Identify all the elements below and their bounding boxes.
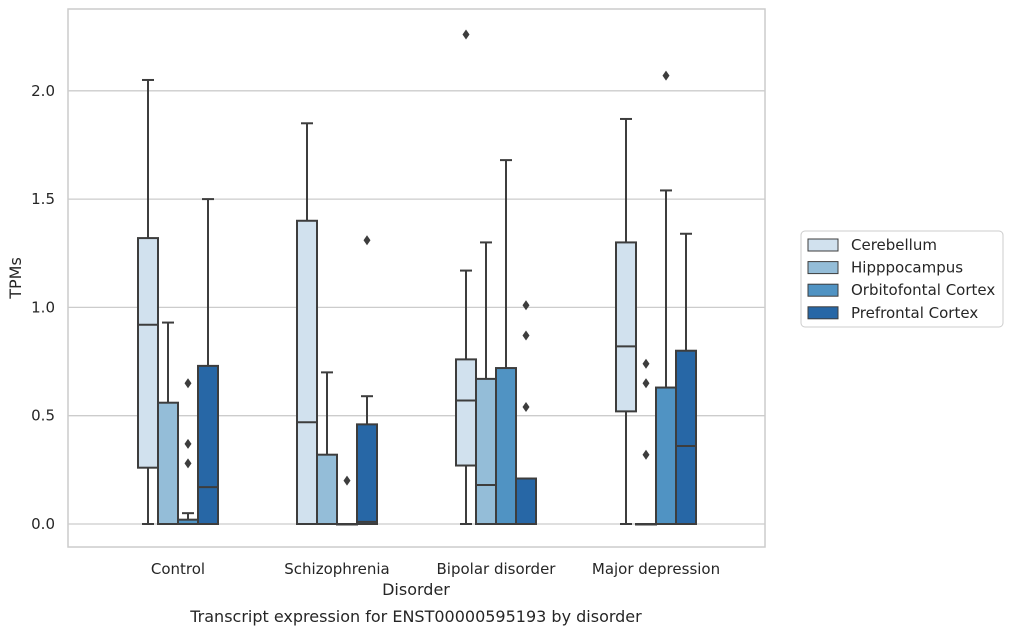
outlier-point xyxy=(662,70,670,81)
outlier-point xyxy=(184,378,192,389)
outlier-point xyxy=(642,358,650,369)
outlier-point xyxy=(642,449,650,460)
legend-frame xyxy=(800,230,1004,328)
box-body xyxy=(197,364,219,525)
legend-label: Prefrontal Cortex xyxy=(851,304,978,322)
legend-label: Hipppocampus xyxy=(851,259,963,277)
legend-swatch xyxy=(807,261,839,275)
plot-area-frame xyxy=(67,8,766,548)
box-body xyxy=(316,453,338,525)
box-1-1 xyxy=(316,371,338,525)
box-body xyxy=(615,241,637,413)
x-tick-label: Control xyxy=(151,560,205,578)
legend-label: Cerebellum xyxy=(851,236,937,254)
legend-label: Orbitofontal Cortex xyxy=(851,281,995,299)
box-body xyxy=(455,358,477,467)
legend-swatch xyxy=(807,238,839,252)
series-hipppocampus xyxy=(157,241,657,526)
outlier-point xyxy=(363,235,371,246)
box-body xyxy=(137,237,159,469)
box-2-3 xyxy=(655,70,677,525)
series-cerebellum xyxy=(137,29,637,525)
legend-swatch xyxy=(807,283,839,297)
y-tick-labels: 0.0 0.5 1.0 1.5 2.0 xyxy=(31,82,55,533)
box-1-2 xyxy=(475,241,497,525)
legend-items: Cerebellum Hipppocampus Orbitofontal Corte… xyxy=(807,236,995,322)
x-tick-label: Major depression xyxy=(592,560,720,578)
y-axis-label: TPMs xyxy=(6,257,25,300)
box-body xyxy=(675,349,697,525)
box-body xyxy=(515,477,537,526)
legend: Cerebellum Hipppocampus Orbitofontal Corte… xyxy=(800,230,1004,328)
box-1-3 xyxy=(635,358,657,526)
box-1-0 xyxy=(157,321,179,526)
series-orbitofontal-cortex xyxy=(177,70,677,526)
box-body xyxy=(655,386,677,525)
outlier-point xyxy=(184,458,192,469)
y-tick-label: 2.0 xyxy=(31,82,55,100)
y-tick-label: 0.0 xyxy=(31,515,55,533)
box-3-0 xyxy=(197,198,219,525)
outlier-point xyxy=(522,402,530,413)
box-0-1 xyxy=(296,122,318,525)
box-body xyxy=(495,367,517,525)
outlier-point xyxy=(522,330,530,341)
y-tick-label: 1.0 xyxy=(31,298,55,316)
x-tick-labels: Control Schizophrenia Bipolar disorder Majo… xyxy=(151,560,720,578)
outlier-point xyxy=(522,300,530,311)
box-3-1 xyxy=(356,235,378,526)
outlier-point xyxy=(462,29,470,40)
box-body xyxy=(157,401,179,526)
x-tick-label: Schizophrenia xyxy=(284,560,389,578)
box-0-2 xyxy=(455,29,477,525)
series-prefrontal-cortex xyxy=(197,198,697,526)
box-3-2 xyxy=(515,300,537,526)
box-0-0 xyxy=(137,78,159,525)
outlier-point xyxy=(184,438,192,449)
box-0-3 xyxy=(615,117,637,525)
box-body xyxy=(356,423,378,526)
box-2-0 xyxy=(177,378,199,526)
y-tick-label: 0.5 xyxy=(31,407,55,425)
legend-swatch xyxy=(807,306,839,320)
box-2-1 xyxy=(336,475,358,526)
x-axis-label: Disorder xyxy=(382,580,450,599)
box-2-2 xyxy=(495,159,517,525)
box-body xyxy=(475,377,497,525)
x-tick-label: Bipolar disorder xyxy=(437,560,557,578)
box-body xyxy=(296,219,318,525)
outlier-point xyxy=(642,378,650,389)
chart-caption: Transcript expression for ENST0000059519… xyxy=(189,607,642,626)
box-series xyxy=(137,29,697,526)
box-3-3 xyxy=(675,232,697,525)
outlier-point xyxy=(343,475,351,486)
y-tick-label: 1.5 xyxy=(31,190,55,208)
